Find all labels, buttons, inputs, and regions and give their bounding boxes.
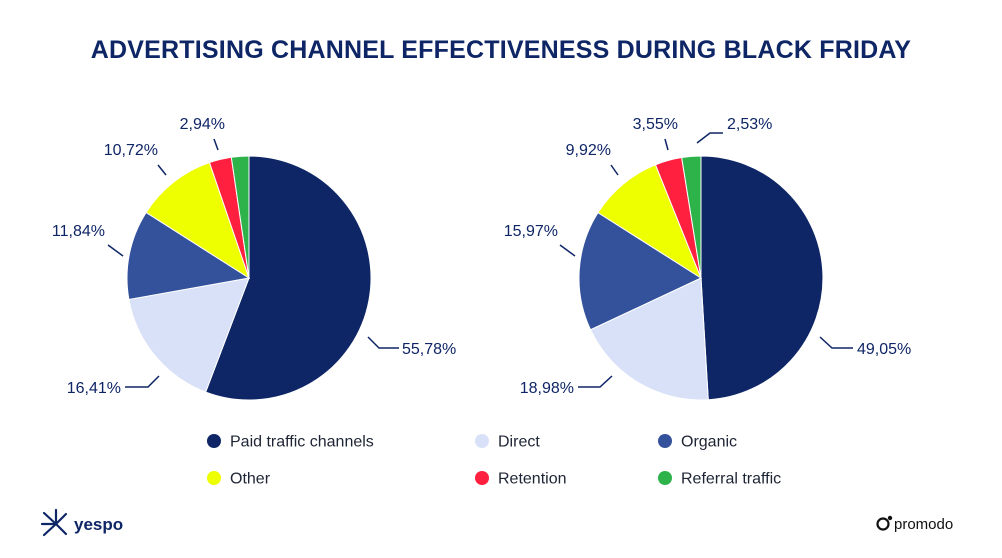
pie1-slice-referral-traffic (230, 155, 250, 279)
legend-item-other: Other (207, 471, 271, 488)
pie2-label-referral-traffic: 2,53% (727, 116, 772, 133)
pie2-label-organic: 15,97% (504, 223, 558, 240)
pie1-label-other: 10,72% (104, 142, 158, 159)
pie2-slice-paid-traffic (700, 155, 824, 401)
legend-label-direct: Direct (498, 434, 540, 451)
promodo-wordmark: promodo (894, 516, 953, 533)
pie2-slice-referral-traffic (681, 155, 702, 279)
legend-swatch-direct (475, 434, 489, 448)
pie2-label-paid-traffic: 49,05% (857, 341, 911, 358)
yespo-burst-icon (40, 508, 68, 537)
pie1-leader-retention (213, 138, 219, 151)
promodo-logo: promodo (876, 515, 953, 533)
promodo-mark-icon (876, 515, 893, 531)
legend-swatch-referral-traffic (658, 471, 672, 485)
pie1-label-paid-traffic: 55,78% (402, 341, 456, 358)
pie2-slice-organic (578, 211, 703, 331)
legend-item-retention: Retention (475, 471, 567, 488)
legend-item-organic: Organic (658, 434, 737, 451)
pie2-slice-other (597, 164, 703, 280)
pie1-label-retention: 2,94% (180, 116, 225, 133)
pie1-slice-paid-traffic (205, 155, 372, 401)
yespo-logo: yespo (40, 508, 123, 537)
legend-label-paid-traffic: Paid traffic channels (230, 434, 374, 451)
legend-label-organic: Organic (681, 434, 737, 451)
pie2-leader-paid-traffic (819, 336, 853, 349)
pie2-label-retention: 3,55% (633, 116, 678, 133)
pie1-slice-direct (128, 277, 250, 393)
pie1-leader-organic (107, 244, 124, 257)
pie2-label-direct: 18,98% (520, 380, 574, 397)
yespo-wordmark: yespo (74, 515, 123, 534)
pie2-leader-organic (559, 244, 576, 257)
pie1-slice-organic (126, 211, 251, 301)
pie-chart-left: 55,78% 16,41% 11,84% 10,72% 2,94% (52, 116, 456, 401)
pie2-label-other: 9,92% (566, 142, 611, 159)
pie-chart-right: 49,05% 18,98% 15,97% 9,92% 3,55% 2,53% (504, 116, 911, 401)
pie2-leader-other (610, 164, 619, 176)
legend-label-other: Other (230, 471, 271, 488)
legend-swatch-retention (475, 471, 489, 485)
pie2-leader-referral-traffic (696, 132, 723, 144)
pie1-slice-other (145, 161, 250, 280)
legend-label-retention: Retention (498, 471, 567, 488)
legend-item-direct: Direct (475, 434, 540, 451)
legend-swatch-organic (658, 434, 672, 448)
pie1-leader-other (157, 164, 167, 176)
pie1-leader-direct (125, 375, 160, 388)
pie1-leader-paid-traffic (367, 336, 399, 349)
legend-item-paid-traffic: Paid traffic channels (207, 434, 374, 451)
legend-swatch-other (207, 471, 221, 485)
pie2-leader-retention (664, 138, 669, 151)
pie1-label-direct: 16,41% (67, 380, 121, 397)
legend-swatch-paid-traffic (207, 434, 221, 448)
chart-title: ADVERTISING CHANNEL EFFECTIVENESS DURING… (91, 36, 912, 64)
pie2-leader-direct (578, 375, 613, 388)
legend-item-referral-traffic: Referral traffic (658, 471, 781, 488)
legend-label-referral-traffic: Referral traffic (681, 471, 781, 488)
legend: Paid traffic channels Direct Organic Other R… (207, 434, 781, 488)
pie1-label-organic: 11,84% (52, 223, 105, 240)
pie2-slice-direct (589, 277, 709, 401)
